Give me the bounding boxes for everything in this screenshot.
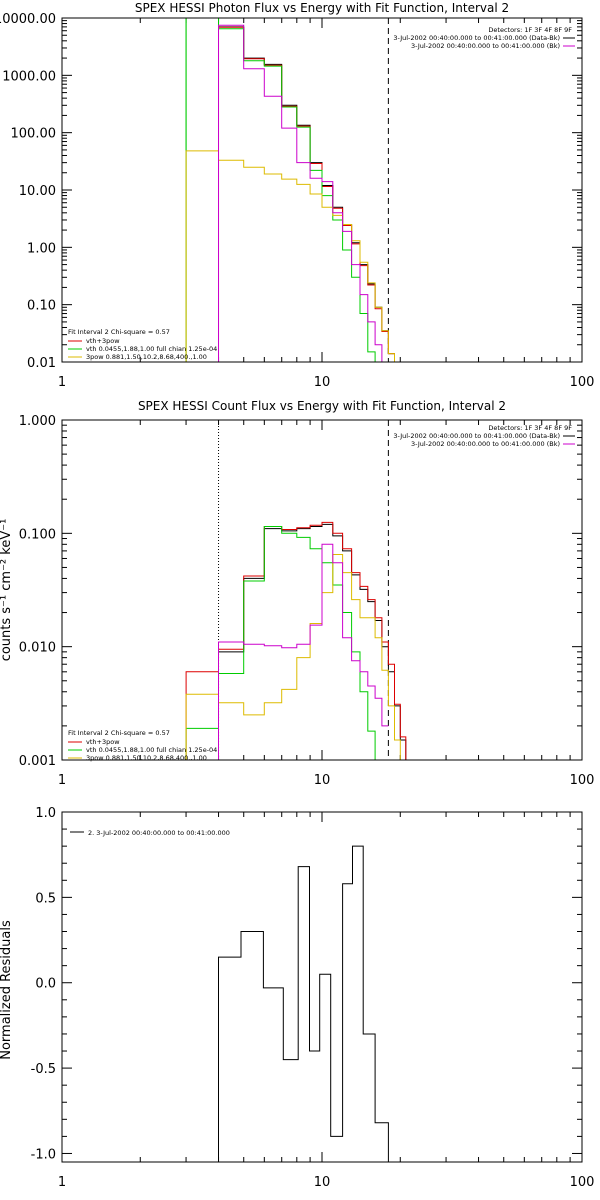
y-tick-label: 0.100 <box>19 527 56 542</box>
y-tick-label: 10000.00 <box>0 12 56 27</box>
y-tick-label: 0.010 <box>19 641 56 656</box>
series-line <box>185 150 421 363</box>
y-tick-label: 0.0 <box>35 977 56 992</box>
count-flux-series <box>185 420 421 761</box>
series-line <box>185 17 389 363</box>
y-tick-label: 0.5 <box>35 891 56 906</box>
y-tick-label: 0.001 <box>19 754 56 769</box>
count-flux-legend-vth: vth 0.0455,1.88,1.00 full chian 1.25e-04 <box>86 746 217 754</box>
series-line <box>218 26 421 363</box>
count-flux-legend-total: vth+3pow <box>86 738 120 746</box>
count-flux-title: SPEX HESSI Count Flux vs Energy with Fit… <box>138 399 506 413</box>
series-line <box>218 523 421 761</box>
count-flux-panel: SPEX HESSI Count Flux vs Energy with Fit… <box>0 399 594 788</box>
x-tick-label: 10 <box>314 1175 331 1190</box>
count-flux-ylabel: counts s⁻¹ cm⁻² keV⁻¹ <box>0 519 14 662</box>
photon-flux-series <box>185 17 421 363</box>
series-line <box>185 521 421 761</box>
series-line <box>218 845 389 1162</box>
photon-flux-title: SPEX HESSI Photon Flux vs Energy with Fi… <box>135 1 509 15</box>
count-flux-detectors: Detectors: 1F 3F 4F 8F 9F <box>488 424 572 432</box>
photon-flux-legend-bk: 3-Jul-2002 00:40:00.000 to 00:41:00.000 … <box>411 42 560 50</box>
residuals-plot-frame <box>61 811 583 1163</box>
y-tick-label: 0.10 <box>27 299 56 314</box>
residuals-ylabel: Normalized Residuals <box>0 920 14 1060</box>
photon-flux-legend-vth: vth 0.0455,1.88,1.00 full chian 1.25e-04 <box>86 345 217 353</box>
x-tick-label: 100 <box>570 773 595 788</box>
x-tick-label: 100 <box>570 1175 595 1190</box>
y-tick-label: 1.0 <box>35 806 56 821</box>
residuals-ticks: 1 10 100 1.0 0.5 0.0 -0.5 -1.0 <box>31 806 595 1190</box>
y-tick-label: -1.0 <box>31 1147 56 1162</box>
x-tick-label: 10 <box>314 773 331 788</box>
photon-flux-fit-info: Fit Interval 2 Chi-square = 0.57 <box>68 328 170 336</box>
count-flux-legend-data-bk: 3-Jul-2002 00:40:00.000 to 00:41:00.000 … <box>393 432 560 440</box>
photon-flux-legend-pow: 3pow 0.881,1.50,10.2,8.68,400.,1.00 <box>86 353 207 361</box>
photon-flux-ticks: 1 10 100 10000.00 1000.00 100.00 10.00 1.00 0.10… <box>0 12 594 390</box>
count-flux-info-right: Detectors: 1F 3F 4F 8F 9F 3-Jul-2002 00:… <box>393 424 575 448</box>
photon-flux-legend-total: vth+3pow <box>86 337 120 345</box>
y-tick-label: 1.000 <box>19 414 56 429</box>
y-tick-label: 0.01 <box>27 356 56 371</box>
series-line <box>218 543 389 760</box>
count-flux-legend-bk: 3-Jul-2002 00:40:00.000 to 00:41:00.000 … <box>411 440 560 448</box>
y-tick-label: 1.00 <box>27 241 56 256</box>
x-tick-label: 1 <box>58 773 66 788</box>
residuals-series <box>218 845 389 1162</box>
x-tick-label: 1 <box>58 1175 66 1190</box>
photon-flux-info-right: Detectors: 1F 3F 4F 8F 9F 3-Jul-2002 00:… <box>393 26 575 50</box>
residuals-panel: Normalized Residuals 1 10 100 1.0 0.5 0.0 -0.5… <box>0 806 594 1190</box>
x-tick-label: 1 <box>58 375 66 390</box>
count-flux-legend-pow: 3pow 0.881,1.50,10.2,8.68,400.,1.00 <box>86 754 207 762</box>
count-flux-ticks: 1 10 100 1.000 0.100 0.010 0.001 <box>19 414 595 788</box>
y-tick-label: 10.00 <box>19 184 56 199</box>
photon-flux-panel: SPEX HESSI Photon Flux vs Energy with Fi… <box>0 1 594 390</box>
count-flux-fit-info: Fit Interval 2 Chi-square = 0.57 <box>68 729 170 737</box>
y-tick-label: 100.00 <box>11 127 57 142</box>
x-tick-label: 100 <box>570 375 595 390</box>
series-line <box>185 554 421 761</box>
photon-flux-detectors: Detectors: 1F 3F 4F 8F 9F <box>488 26 572 34</box>
photon-flux-plot-frame <box>61 17 583 363</box>
y-tick-label: -0.5 <box>31 1062 56 1077</box>
x-tick-label: 10 <box>314 375 331 390</box>
count-flux-info-left: Fit Interval 2 Chi-square = 0.57 vth+3po… <box>68 729 217 762</box>
residuals-legend: 2. 3-Jul-2002 00:40:00.000 to 00:41:00.0… <box>88 829 230 837</box>
series-line <box>218 24 389 363</box>
series-line <box>185 526 389 761</box>
y-tick-label: 1000.00 <box>2 69 56 84</box>
photon-flux-info-left: Fit Interval 2 Chi-square = 0.57 vth+3po… <box>68 328 217 361</box>
photon-flux-legend-data-bk: 3-Jul-2002 00:40:00.000 to 00:41:00.000 … <box>393 34 560 42</box>
count-flux-plot-frame <box>61 419 583 761</box>
